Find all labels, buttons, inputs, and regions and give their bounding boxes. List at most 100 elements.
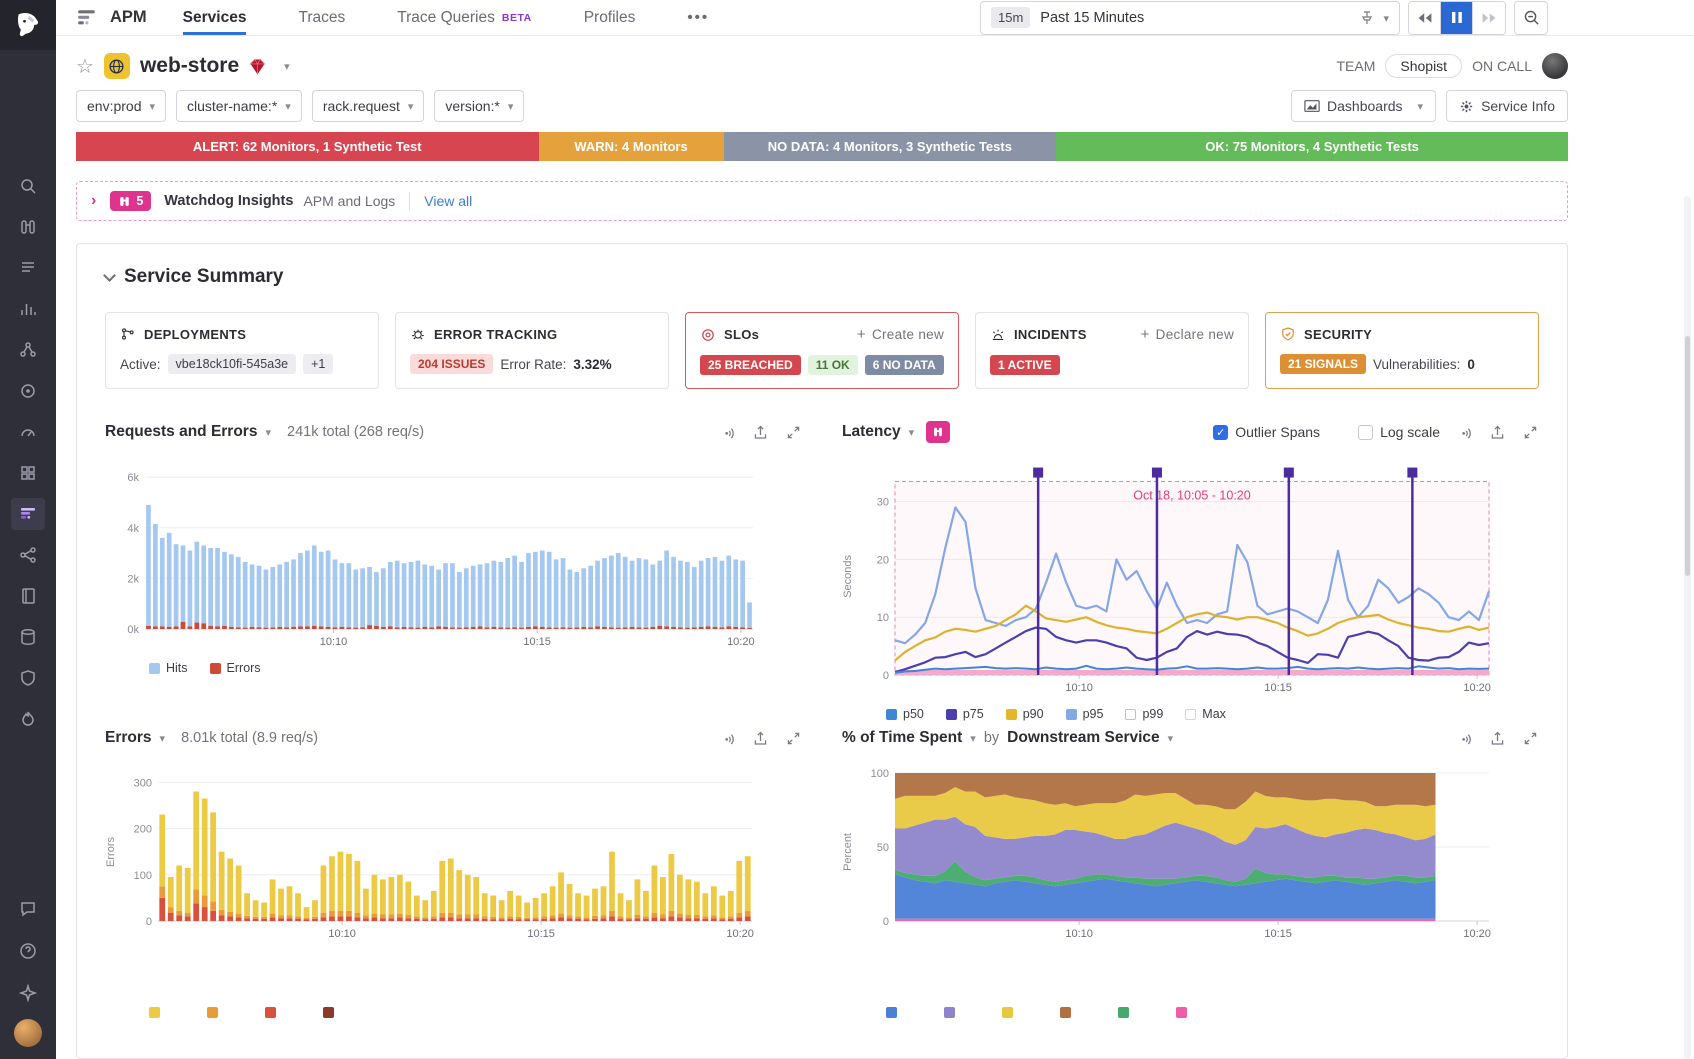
security-icon[interactable] — [11, 662, 45, 694]
watchdog-icon[interactable] — [11, 211, 45, 243]
events-overlay-icon[interactable] — [719, 424, 736, 441]
metrics-icon[interactable] — [11, 293, 45, 325]
status-nodata[interactable]: NO DATA: 4 Monitors, 3 Synthetic Tests — [723, 132, 1057, 161]
scrollbar-thumb[interactable] — [1685, 336, 1690, 576]
latency-chart-title[interactable]: Latency — [842, 423, 914, 441]
legend-swatch[interactable] — [886, 1007, 897, 1018]
fullscreen-icon[interactable] — [1522, 424, 1539, 441]
legend-swatch[interactable] — [149, 1007, 160, 1018]
time-range-selector[interactable]: 15m Past 15 Minutes — [980, 0, 1400, 35]
infrastructure-icon[interactable] — [11, 457, 45, 489]
log-scale-toggle[interactable]: Log scale — [1358, 424, 1440, 440]
status-alert[interactable]: ALERT: 62 Monitors, 1 Synthetic Test — [76, 132, 539, 161]
skip-back-button[interactable] — [1409, 1, 1441, 34]
oncall-avatar[interactable] — [1542, 53, 1568, 79]
legend-item[interactable]: Errors — [209, 661, 261, 675]
scrollbar[interactable] — [1684, 196, 1691, 1059]
expand-chevron-icon[interactable]: › — [91, 192, 97, 209]
slo-breached-pill[interactable]: 25 BREACHED — [700, 355, 801, 375]
deployments-card[interactable]: DEPLOYMENTS Active: vbe18ck10fi-545a3e +1 — [105, 312, 379, 389]
legend-swatch[interactable] — [265, 1007, 276, 1018]
rum-icon[interactable] — [11, 416, 45, 448]
view-all-link[interactable]: View all — [424, 193, 473, 209]
team-name[interactable]: Shopist — [1385, 54, 1463, 78]
export-icon[interactable] — [752, 730, 769, 747]
legend-swatch[interactable] — [1118, 1007, 1129, 1018]
legend-item[interactable]: Max — [1185, 707, 1226, 721]
filter-version[interactable]: version:* — [434, 90, 525, 122]
signals-pill[interactable]: 21 SIGNALS — [1280, 354, 1367, 374]
zoom-out-button[interactable] — [1514, 0, 1548, 35]
status-ok[interactable]: OK: 75 Monitors, 4 Synthetic Tests — [1056, 132, 1568, 161]
legend-item[interactable]: p95 — [1065, 707, 1103, 721]
time-spent-chart[interactable]: 0 50 100 10:10 10:15 10:20 — [855, 763, 1497, 941]
service-map-icon[interactable] — [11, 539, 45, 571]
group-by-selector[interactable]: Downstream Service — [1007, 729, 1173, 747]
create-slo-button[interactable]: Create new — [857, 326, 944, 343]
network-icon[interactable] — [11, 334, 45, 366]
filter-cluster-name[interactable]: cluster-name:* — [176, 90, 302, 122]
requests-chart-title[interactable]: Requests and Errors — [105, 423, 271, 441]
errors-chart-title[interactable]: Errors — [105, 729, 165, 747]
notebooks-icon[interactable] — [11, 580, 45, 612]
requests-errors-chart[interactable]: 0k 2k 4k 6k 10:10 10:15 10:20 — [105, 457, 761, 649]
errors-chart[interactable]: 0 100 200 300 10:10 10:15 10:20 — [118, 763, 760, 941]
service-info-button[interactable]: Service Info — [1446, 90, 1568, 122]
export-icon[interactable] — [752, 424, 769, 441]
legend-item[interactable]: p90 — [1005, 707, 1044, 721]
datadog-logo[interactable] — [0, 0, 56, 50]
fullscreen-icon[interactable] — [785, 424, 802, 441]
status-warn[interactable]: WARN: 4 Monitors — [538, 132, 724, 161]
legend-swatch[interactable] — [944, 1007, 955, 1018]
logs-icon[interactable] — [11, 621, 45, 653]
apm-icon[interactable] — [11, 498, 45, 530]
logscale-checkbox[interactable] — [1358, 424, 1374, 440]
fullscreen-icon[interactable] — [785, 730, 802, 747]
legend-item[interactable]: p75 — [945, 707, 984, 721]
security-card[interactable]: SECURITY 21 SIGNALS Vulnerabilities: 0 — [1265, 312, 1539, 389]
watchdog-latency-icon[interactable] — [926, 421, 951, 443]
tab-profiles[interactable]: Profiles — [583, 8, 636, 26]
time-spent-chart-title[interactable]: % of Time Spent — [842, 729, 976, 747]
whats-new-icon[interactable] — [11, 977, 45, 1009]
legend-item[interactable]: p50 — [886, 707, 924, 721]
issues-pill[interactable]: 204 ISSUES — [410, 354, 494, 374]
slo-ok-pill[interactable]: 11 OK — [807, 355, 858, 375]
chat-icon[interactable] — [11, 893, 45, 925]
legend-swatch[interactable] — [323, 1007, 334, 1018]
deploy-extra-pill[interactable]: +1 — [303, 354, 334, 374]
error-tracking-card[interactable]: ERROR TRACKING 204 ISSUES Error Rate: 3.32… — [395, 312, 669, 389]
time-caret-icon[interactable] — [1375, 9, 1389, 27]
filter-operation[interactable]: rack.request — [311, 90, 425, 122]
search-icon[interactable] — [11, 170, 45, 202]
fullscreen-icon[interactable] — [1522, 730, 1539, 747]
export-icon[interactable] — [1489, 424, 1506, 441]
legend-swatch[interactable] — [1060, 1007, 1071, 1018]
outlier-checkbox[interactable] — [1213, 424, 1229, 440]
collapse-chevron-icon[interactable] — [103, 268, 116, 282]
legend-item[interactable]: p99 — [1125, 707, 1163, 721]
pause-button[interactable] — [1441, 1, 1473, 34]
legend-swatch[interactable] — [1176, 1007, 1187, 1018]
events-overlay-icon[interactable] — [719, 730, 736, 747]
incidents-card[interactable]: INCIDENTSDeclare new 1 ACTIVE — [975, 312, 1249, 389]
more-tabs-button[interactable]: ••• — [687, 9, 710, 26]
help-icon[interactable] — [11, 935, 45, 967]
tab-traces[interactable]: Traces — [298, 8, 346, 26]
profiling-icon[interactable] — [11, 703, 45, 735]
favorite-star-icon[interactable]: ☆ — [76, 55, 94, 78]
slo-nodata-pill[interactable]: 6 NO DATA — [864, 355, 944, 375]
pin-icon[interactable] — [1359, 10, 1375, 26]
synthetics-icon[interactable] — [11, 375, 45, 407]
legend-swatch[interactable] — [1002, 1007, 1013, 1018]
declare-incident-button[interactable]: Declare new — [1141, 326, 1234, 343]
events-overlay-icon[interactable] — [1456, 424, 1473, 441]
outlier-spans-toggle[interactable]: Outlier Spans — [1213, 424, 1320, 440]
dashboards-button[interactable]: Dashboards — [1291, 90, 1437, 122]
skip-forward-button[interactable] — [1473, 1, 1505, 34]
tab-services[interactable]: Services — [182, 0, 246, 35]
legend-swatch[interactable] — [207, 1007, 218, 1018]
latency-chart[interactable]: 0 10 20 30 10:10 10:15 10:20 Oct 18, 10:05 - 10… — [855, 457, 1497, 695]
export-icon[interactable] — [1489, 730, 1506, 747]
filter-env[interactable]: env:prod — [76, 90, 167, 122]
